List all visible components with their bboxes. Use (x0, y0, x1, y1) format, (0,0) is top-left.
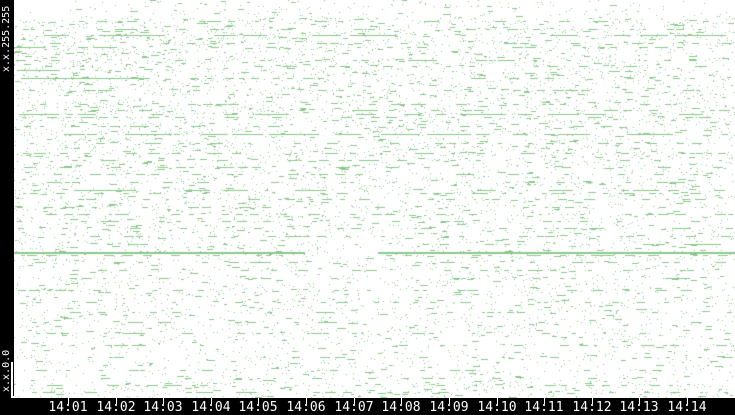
x-tick-mark (687, 398, 688, 404)
y-axis-max-label: x.x.255.255 (1, 5, 12, 72)
x-tick-label: 14:11 (524, 400, 564, 415)
x-tick-label: 14:14 (667, 400, 707, 415)
x-tick-mark (258, 398, 259, 404)
x-tick-label: 14:04 (191, 400, 231, 415)
x-tick-mark (163, 398, 164, 404)
x-tick-label: 14:05 (238, 400, 278, 415)
x-tick-label: 14:10 (477, 400, 517, 415)
x-tick-label: 14:13 (619, 400, 659, 415)
x-tick-mark (68, 398, 69, 404)
x-tick-mark (306, 398, 307, 404)
scatter-plot-canvas (14, 0, 735, 398)
x-tick-mark (449, 398, 450, 404)
x-tick-mark (497, 398, 498, 404)
x-tick-label: 14:02 (96, 400, 136, 415)
axis-corner-horizontal-mark (11, 396, 18, 398)
x-tick-mark (639, 398, 640, 404)
x-tick-label: 14:12 (572, 400, 612, 415)
x-tick-mark (401, 398, 402, 404)
x-tick-mark (116, 398, 117, 404)
x-tick-mark (211, 398, 212, 404)
axis-corner-vertical-mark (11, 362, 13, 398)
x-tick-label: 14:06 (286, 400, 326, 415)
x-tick-mark (592, 398, 593, 404)
x-tick-label: 14:01 (48, 400, 88, 415)
x-tick-mark (354, 398, 355, 404)
x-tick-label: 14:03 (143, 400, 183, 415)
x-tick-label: 14:08 (381, 400, 421, 415)
x-tick-label: 14:09 (429, 400, 469, 415)
x-tick-mark (544, 398, 545, 404)
x-axis-bar: 14:01 14:02 14:03 14:04 14:05 14:06 14:07 14:08… (0, 398, 735, 415)
x-tick-label: 14:07 (334, 400, 374, 415)
